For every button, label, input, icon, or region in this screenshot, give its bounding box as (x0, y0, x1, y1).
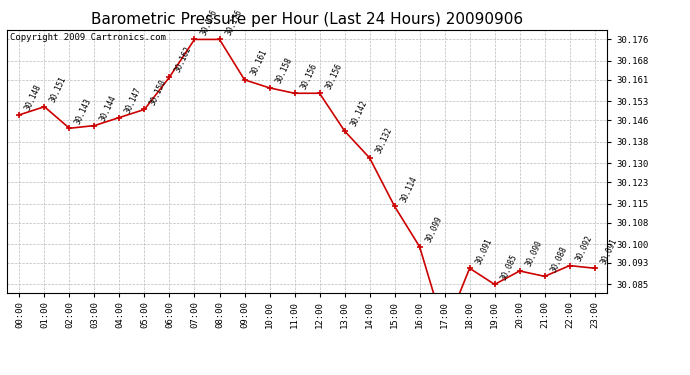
Text: 30.156: 30.156 (324, 62, 344, 90)
Text: 30.148: 30.148 (23, 83, 43, 112)
Text: 30.147: 30.147 (124, 86, 144, 115)
Text: 30.161: 30.161 (248, 48, 268, 77)
Text: 30.088: 30.088 (549, 244, 569, 274)
Text: 30.114: 30.114 (399, 175, 419, 204)
Text: 30.150: 30.150 (148, 78, 168, 106)
Text: 30.143: 30.143 (74, 96, 93, 126)
Text: 30.144: 30.144 (99, 94, 119, 123)
Text: 30.099: 30.099 (424, 215, 444, 244)
Text: 30.068: 30.068 (0, 374, 1, 375)
Text: 30.151: 30.151 (48, 75, 68, 104)
Text: 30.176: 30.176 (199, 8, 219, 37)
Text: 30.176: 30.176 (224, 8, 244, 37)
Text: 30.090: 30.090 (524, 239, 544, 268)
Title: Barometric Pressure per Hour (Last 24 Hours) 20090906: Barometric Pressure per Hour (Last 24 Ho… (91, 12, 523, 27)
Text: Copyright 2009 Cartronics.com: Copyright 2009 Cartronics.com (10, 33, 166, 42)
Text: 30.142: 30.142 (348, 99, 368, 128)
Text: 30.091: 30.091 (474, 237, 493, 266)
Text: 30.162: 30.162 (174, 45, 193, 74)
Text: 30.091: 30.091 (599, 237, 619, 266)
Text: 30.085: 30.085 (499, 253, 519, 282)
Text: 30.156: 30.156 (299, 62, 319, 90)
Text: 30.132: 30.132 (374, 126, 393, 155)
Text: 30.158: 30.158 (274, 56, 293, 85)
Text: 30.092: 30.092 (574, 234, 593, 263)
